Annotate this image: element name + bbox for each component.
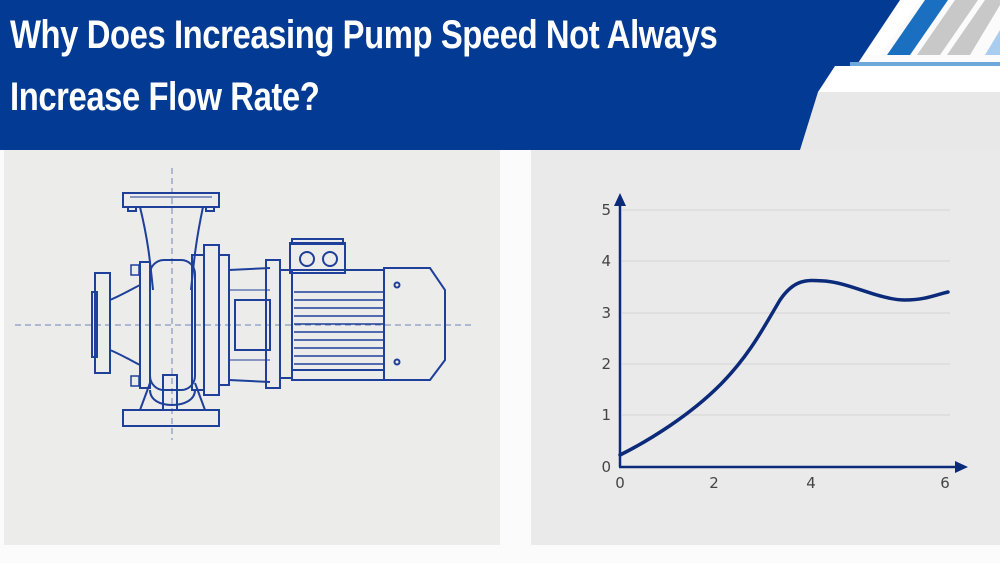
x-axis [619,461,968,473]
title-banner: Why Does Increasing Pump Speed Not Alway… [0,0,1000,150]
discharge-flange [122,192,220,212]
y-axis [614,193,626,467]
stripe-gray-1 [917,0,978,55]
bearing-bracket [203,244,271,396]
x-axis-arrow-icon [955,461,968,473]
stripe-gray-2 [947,0,1000,55]
gridlines [622,209,950,416]
y-tick-5: 5 [601,201,611,219]
y-tick-0: 0 [601,458,611,476]
banner-graphic [0,0,1000,150]
banner-blue-shape [0,0,900,150]
stripe-blue [887,0,948,55]
stripe-underline [850,62,1000,66]
x-tick-6: 6 [940,474,950,492]
stripe-light-blue [985,30,1000,55]
pump-diagram [15,168,475,440]
y-tick-1: 1 [601,406,611,424]
terminal-box [289,238,346,274]
y-tick-labels: 5 4 3 2 1 0 [601,201,611,476]
data-curve [618,278,950,457]
y-tick-3: 3 [601,304,611,322]
pump-illustration-panel [4,150,500,545]
y-tick-2: 2 [601,355,611,373]
title-line-1: Why Does Increasing Pump Speed Not Alway… [10,13,718,57]
x-tick-0: 0 [615,474,625,492]
line-chart: 5 4 3 2 1 0 0 2 4 6 [601,193,968,492]
casing-bolts [130,264,140,387]
page-title: Why Does Increasing Pump Speed Not Alway… [10,0,718,132]
x-tick-4: 4 [806,474,816,492]
pump-foot [122,374,220,427]
title-line-2: Increase Flow Rate? [10,75,320,119]
x-tick-2: 2 [709,474,719,492]
x-tick-labels: 0 2 4 6 [615,474,950,492]
chart-panel: 5 4 3 2 1 0 0 2 4 6 [531,150,1000,545]
suction-flange [91,272,141,374]
y-axis-arrow-icon [614,193,626,206]
y-tick-4: 4 [601,252,611,270]
fan-cover [383,267,446,381]
